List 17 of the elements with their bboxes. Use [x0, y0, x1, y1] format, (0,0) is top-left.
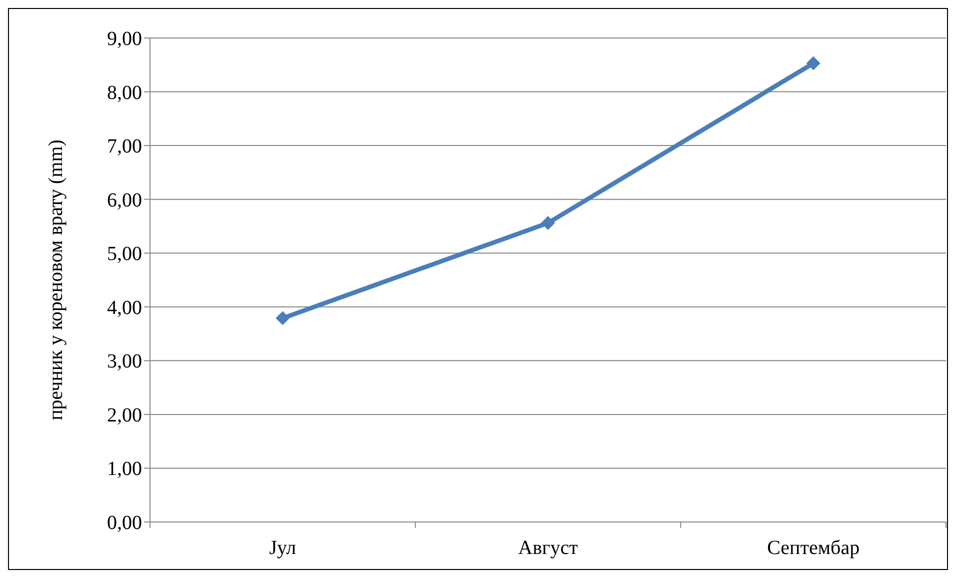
y-tick-label: 0,00	[107, 512, 142, 534]
y-tick-label: 1,00	[107, 458, 142, 480]
y-tick-label: 2,00	[107, 404, 142, 426]
y-tick-label: 7,00	[107, 136, 142, 158]
point	[276, 311, 290, 326]
y-tick-label: 6,00	[107, 189, 142, 212]
y-tick-label: 9,00	[107, 28, 142, 50]
point	[806, 56, 820, 70]
y-tick-label: 5,00	[107, 243, 142, 266]
y-tick-label: 4,00	[107, 296, 142, 319]
x-tick-label: Август	[518, 537, 578, 559]
y-tick-label: 3,00	[107, 350, 142, 373]
y-axis-title: пречник у кореновом врату (mm)	[45, 140, 67, 420]
point	[541, 216, 555, 230]
y-tick-label: 8,00	[107, 82, 142, 104]
x-tick-label: Септембар	[767, 537, 860, 559]
x-tick-label: Јул	[269, 537, 296, 559]
